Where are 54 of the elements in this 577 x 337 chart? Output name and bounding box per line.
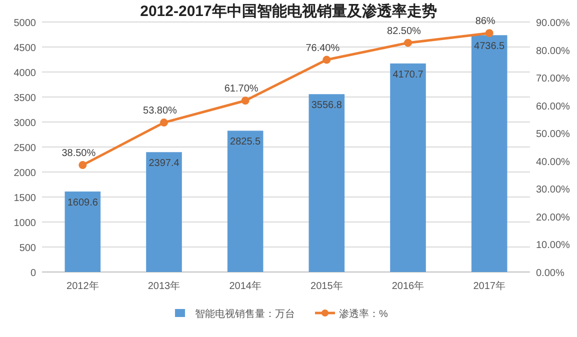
x-tick-label: 2014年 xyxy=(229,280,262,292)
data-label: 3556.8 xyxy=(311,100,342,112)
y-tick-label: 2500 xyxy=(14,143,36,154)
y2-tick-label: 10.00% xyxy=(536,240,570,252)
point xyxy=(160,118,168,127)
y-tick-label: 4500 xyxy=(14,43,36,54)
x-tick-label: 2012年 xyxy=(66,280,99,292)
point xyxy=(404,38,412,47)
x-tick-label: 2015年 xyxy=(310,280,343,292)
bar xyxy=(308,94,345,272)
y2-tick-label: 80.00% xyxy=(536,46,570,57)
y2-tick-label: 30.00% xyxy=(536,184,570,196)
y-tick-label: 1000 xyxy=(14,218,36,229)
y-tick-label: 0 xyxy=(30,268,36,279)
legend-label: 智能电视销售量：万台 xyxy=(195,308,295,320)
y2-tick-label: 50.00% xyxy=(536,129,570,140)
data-label: 2825.5 xyxy=(230,136,262,148)
data-label: 61.70% xyxy=(224,84,258,95)
point xyxy=(322,56,331,64)
data-label: 38.50% xyxy=(62,148,96,160)
y-tick-label: 4000 xyxy=(14,68,36,79)
data-label: 4170.7 xyxy=(392,69,424,80)
y-tick-label: 500 xyxy=(19,243,36,254)
data-label: 76.40% xyxy=(306,42,340,54)
bar xyxy=(471,35,508,272)
point xyxy=(78,161,87,170)
x-tick-label: 2017年 xyxy=(473,280,506,292)
data-label: 2397.4 xyxy=(148,158,180,170)
bar xyxy=(227,130,264,272)
legend-label: 渗透率：% xyxy=(339,308,388,320)
y-tick-label: 5000 xyxy=(14,18,36,29)
data-label: 53.80% xyxy=(143,106,178,117)
y2-tick-label: 60.00% xyxy=(536,101,570,112)
bar xyxy=(146,152,182,272)
bar xyxy=(390,63,426,272)
y-tick-label: 3000 xyxy=(14,118,36,129)
y-tick-label: 1500 xyxy=(14,193,36,204)
x-tick-label: 2013年 xyxy=(148,280,180,292)
y-tick-label: 3500 xyxy=(14,93,36,104)
y-tick-label: 2000 xyxy=(14,168,36,179)
data-label: 86% xyxy=(475,16,496,28)
chart-title: 2012-2017年中国智能电视销量及渗透率走势 xyxy=(140,2,437,20)
x-tick-label: 2016年 xyxy=(392,280,424,292)
y2-tick-label: 0.00% xyxy=(536,268,564,279)
y2-tick-label: 90.00% xyxy=(536,18,570,29)
data-label: 4736.5 xyxy=(474,41,506,52)
bar xyxy=(64,192,101,272)
data-label: 1609.6 xyxy=(67,198,98,209)
y2-tick-label: 40.00% xyxy=(536,156,570,168)
data-label: 82.50% xyxy=(387,26,422,37)
point xyxy=(485,29,494,38)
y2-tick-label: 20.00% xyxy=(536,212,570,224)
y2-tick-label: 70.00% xyxy=(536,74,570,85)
point xyxy=(241,96,250,105)
